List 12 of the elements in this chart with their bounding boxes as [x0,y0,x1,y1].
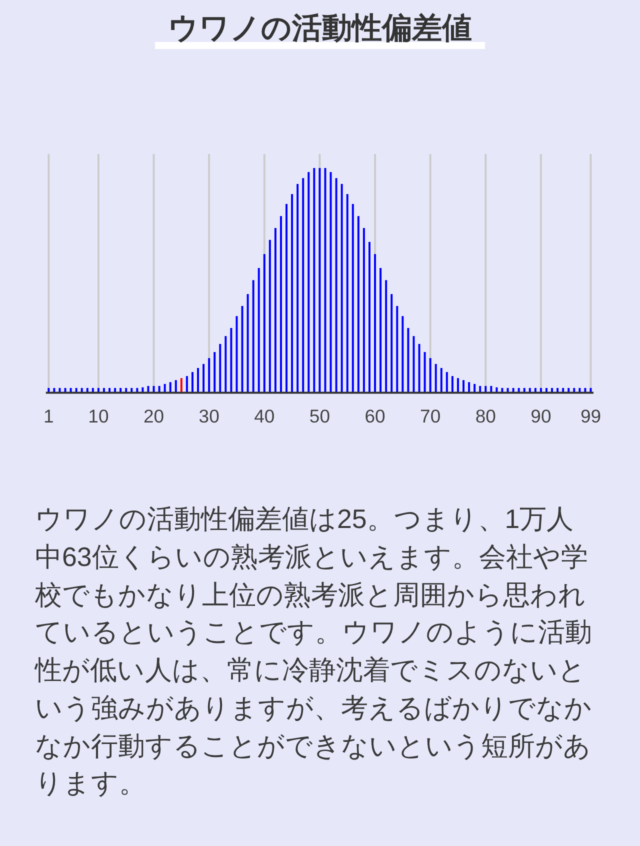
x-tick-label: 20 [143,406,164,426]
x-tick-label: 30 [198,406,220,426]
x-tick-label: 40 [254,406,275,426]
x-tick-label: 60 [364,406,386,426]
x-tick-label: 50 [309,406,330,426]
x-tick-label: 80 [475,406,496,426]
x-tick-label: 70 [420,406,441,426]
x-tick-label: 99 [580,406,602,426]
x-tick-label: 1 [44,406,54,426]
x-tick-label: 10 [88,406,109,426]
x-tick-label: 90 [530,406,552,426]
text: ウワノの活動性偏差値は25。つまり、1万人中63位くらいの熟考派といえます。会社や学校でもかなり上位の熟考派と周囲から思われているということです。ウワノのように活動性が低い人は、常に冷静沈着でミスのないという強みがありますが、考えるばかりでなかなか行動することができないという短所があります。 [35,503,593,800]
